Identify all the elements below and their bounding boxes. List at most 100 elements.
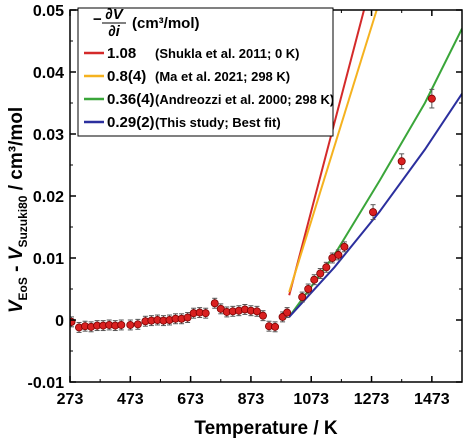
data-point (298, 291, 307, 303)
data-point (141, 315, 150, 327)
axis-ticks: 273 473 673 873 1073 1273 1473 -0.01 0 0.01 0.02 0.… (28, 3, 462, 408)
data-marker (133, 320, 142, 329)
legend-header-minus: − (93, 11, 102, 28)
data-marker (334, 250, 343, 259)
y-label-sub1: EoS (16, 277, 30, 300)
x-tick-label: 473 (117, 391, 144, 408)
y-label-v2: V (6, 246, 27, 260)
data-point (70, 316, 76, 328)
data-point (117, 319, 126, 331)
legend-reference: (Ma et al. 2021; 298 K) (155, 69, 290, 84)
data-point (265, 320, 274, 332)
x-tick-label: 1273 (354, 391, 390, 408)
data-point (369, 204, 378, 221)
x-axis-label: Temperature / K (194, 418, 338, 439)
legend-reference: (This study; Best fit) (155, 115, 281, 130)
y-label-dash: - (6, 260, 27, 277)
data-marker (258, 311, 267, 320)
data-marker (183, 313, 192, 322)
data-marker (340, 242, 349, 251)
data-marker (310, 275, 319, 284)
data-point (177, 313, 186, 325)
legend-header-denominator: ∂i (108, 23, 120, 40)
data-point (316, 268, 325, 279)
fit-line-0.29(2) (288, 93, 462, 318)
legend: − ∂V ∂i (cm³/mol) 1.08 (Shukla et al. 201… (77, 6, 334, 137)
data-point (201, 307, 210, 319)
legend-entry: 0.36(4) (Andreozzi et al. 2000; 298 K) (84, 91, 334, 108)
y-tick-label: 0.02 (33, 189, 64, 206)
legend-entry: 0.29(2) (This study; Best fit) (84, 114, 281, 131)
data-point (153, 314, 162, 326)
data-marker (397, 157, 406, 166)
data-point (328, 252, 337, 264)
legend-entries: 1.08 (Shukla et al. 2011; 0 K) 0.8(4) (Ma e… (84, 45, 334, 131)
y-tick-label: -0.01 (28, 375, 65, 392)
legend-reference: (Shukla et al. 2011; 0 K) (155, 46, 300, 61)
legend-value: 0.29(2) (107, 114, 155, 131)
data-point (147, 315, 156, 327)
data-point (334, 249, 343, 261)
data-marker (117, 320, 126, 329)
x-tick-label: 873 (238, 391, 265, 408)
y-label-sub2: Suzuki80 (16, 195, 30, 247)
data-point (271, 321, 280, 333)
data-marker (201, 309, 210, 318)
x-tick-label: 1473 (414, 391, 450, 408)
legend-box (77, 7, 334, 137)
y-tick-label: 0.05 (33, 3, 64, 20)
fit-line-0.8(4) (288, 10, 378, 293)
x-tick-label: 1073 (293, 391, 329, 408)
data-point (304, 283, 313, 295)
y-label-unit: / cm³/mol (6, 107, 27, 196)
y-tick-label: 0 (55, 313, 64, 330)
data-point (189, 307, 198, 319)
data-point (258, 310, 267, 322)
data-marker (427, 94, 436, 103)
data-point (111, 320, 120, 332)
data-marker (126, 320, 135, 329)
legend-reference: (Andreozzi et al. 2000; 298 K) (155, 92, 334, 107)
data-point (99, 320, 108, 332)
data-marker (304, 284, 313, 293)
data-point (252, 305, 261, 317)
data-point (427, 88, 436, 109)
legend-value: 0.8(4) (107, 68, 146, 85)
data-point (183, 312, 192, 323)
legend-entry: 0.8(4) (Ma et al. 2021; 298 K) (84, 68, 290, 85)
data-marker (252, 307, 261, 316)
y-label-v1: V (6, 299, 27, 313)
y-axis-label: VEoS - VSuzuki80 / cm³/mol (6, 107, 30, 313)
data-marker (322, 263, 331, 272)
data-point (340, 241, 349, 253)
legend-header-unit: (cm³/mol) (132, 15, 200, 32)
data-point (234, 305, 243, 317)
data-marker (298, 293, 307, 302)
data-point (210, 297, 219, 309)
data-point (322, 261, 331, 273)
legend-header-numerator: ∂V (105, 6, 124, 23)
y-tick-label: 0.03 (33, 127, 64, 144)
legend-entry: 1.08 (Shukla et al. 2011; 0 K) (84, 45, 300, 62)
data-point (75, 321, 84, 333)
data-marker (210, 299, 219, 308)
data-point (105, 319, 114, 331)
y-tick-label: 0.01 (33, 251, 64, 268)
legend-value: 1.08 (107, 45, 136, 62)
data-marker (283, 308, 292, 317)
data-marker (369, 208, 378, 217)
data-marker (271, 322, 280, 331)
data-point (283, 307, 292, 319)
y-tick-label: 0.04 (33, 65, 64, 82)
data-point (133, 318, 142, 330)
x-tick-label: 273 (57, 391, 84, 408)
data-point (222, 306, 231, 318)
data-point (397, 153, 406, 170)
data-point (126, 319, 135, 331)
data-marker (316, 269, 325, 278)
data-point (310, 274, 319, 286)
data-point (240, 304, 249, 315)
x-tick-label: 673 (177, 391, 204, 408)
